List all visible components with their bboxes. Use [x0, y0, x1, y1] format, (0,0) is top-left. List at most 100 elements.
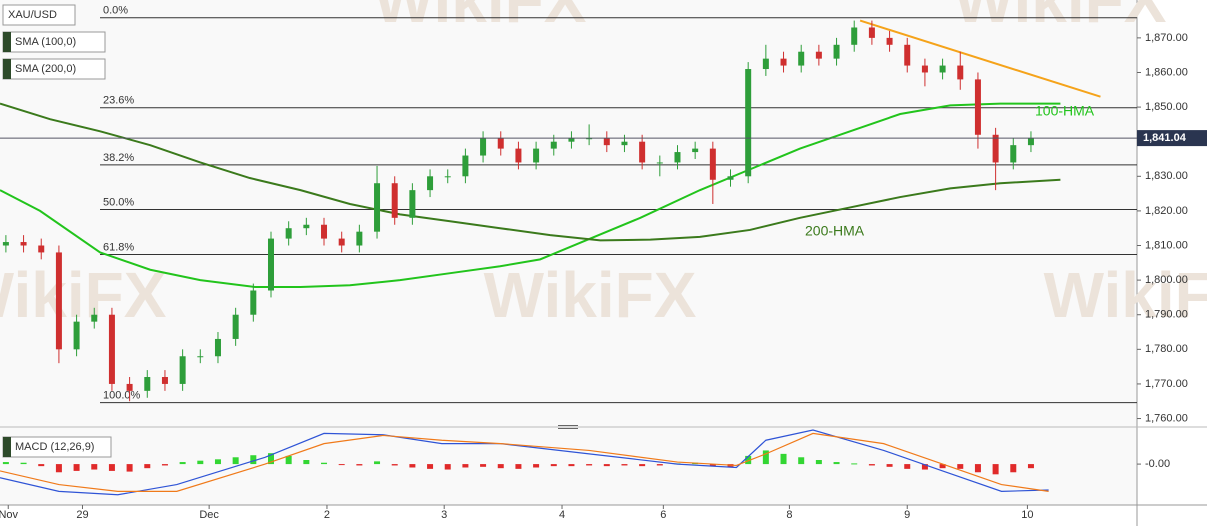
- candle-body: [427, 176, 434, 191]
- candle-body: [957, 65, 964, 80]
- macd-histogram-bar: [621, 464, 628, 466]
- x-tick-label: 3: [441, 509, 447, 521]
- macd-histogram-bar: [250, 455, 257, 465]
- candle-body: [886, 37, 893, 45]
- candle-body: [462, 155, 469, 177]
- macd-histogram-bar: [974, 464, 981, 473]
- y-tick-label: 1,810.00: [1145, 239, 1188, 251]
- candle-body: [250, 290, 257, 315]
- candle-body: [144, 377, 151, 391]
- macd-histogram-bar: [356, 464, 363, 466]
- hma-label: 100-HMA: [1035, 103, 1095, 119]
- candle-body: [126, 383, 133, 391]
- legend-box: [2, 4, 76, 26]
- x-tick-label: 8: [786, 509, 792, 521]
- candle-body: [91, 314, 98, 322]
- macd-histogram-bar: [603, 464, 610, 467]
- legend-swatch: [3, 437, 11, 457]
- candle-body: [179, 356, 186, 384]
- macd-histogram-bar: [179, 462, 186, 465]
- legend-swatch: [3, 59, 11, 79]
- macd-line: [0, 432, 1049, 492]
- macd-histogram-bar: [921, 464, 928, 470]
- macd-histogram-bar: [108, 464, 115, 471]
- y-tick-label: 1,870.00: [1145, 32, 1188, 44]
- candle-body: [674, 152, 681, 163]
- x-tick-label: 9: [904, 509, 910, 521]
- legend-label: XAU/USD: [8, 9, 57, 21]
- candle-body: [692, 148, 699, 153]
- x-tick-label: Dec: [199, 509, 219, 521]
- candle-body: [780, 58, 787, 66]
- macd-histogram-bar: [656, 464, 663, 466]
- macd-histogram-bar: [762, 450, 769, 465]
- candle-body: [108, 314, 115, 384]
- macd-histogram-bar: [321, 462, 328, 465]
- candle-body: [20, 242, 27, 246]
- macd-histogram-bar: [568, 464, 575, 467]
- macd-histogram-bar: [709, 464, 716, 467]
- y-tick-label: 1,820.00: [1145, 205, 1188, 217]
- hma-line: [0, 102, 1061, 242]
- candle-body: [1010, 145, 1017, 163]
- candle-body: [232, 314, 239, 339]
- candle-body: [285, 228, 292, 239]
- candle-body: [603, 138, 610, 146]
- macd-histogram-bar: [55, 464, 62, 473]
- macd-histogram-bar: [444, 464, 451, 470]
- candle-body: [338, 238, 345, 246]
- candle-body: [2, 242, 9, 246]
- macd-histogram-bar: [214, 459, 221, 465]
- macd-histogram-bar: [904, 464, 911, 469]
- candle-body: [356, 231, 363, 246]
- macd-histogram-bar: [391, 464, 398, 466]
- macd-histogram-bar: [780, 453, 787, 465]
- y-tick-label: 1,850.00: [1145, 101, 1188, 113]
- hma-line: [0, 102, 1061, 289]
- macd-histogram-bar: [38, 464, 45, 467]
- macd-histogram-bar: [586, 464, 593, 466]
- macd-histogram-bar: [267, 453, 274, 465]
- last-price-label: 1,841.04: [1143, 132, 1187, 144]
- fib-label: 61.8%: [103, 241, 134, 253]
- macd-histogram-bar: [533, 464, 540, 468]
- macd-histogram-bar: [232, 457, 239, 465]
- candle-body: [321, 224, 328, 239]
- macd-histogram-bar: [144, 464, 151, 469]
- y-tick-label: 1,800.00: [1145, 274, 1188, 286]
- macd-histogram-bar: [939, 464, 946, 469]
- candle-body: [621, 141, 628, 146]
- macd-histogram-bar: [374, 461, 381, 465]
- x-tick-label: Nov: [0, 509, 19, 521]
- candle-body: [409, 190, 416, 218]
- candle-body: [868, 27, 875, 38]
- candle-body: [851, 27, 858, 45]
- candle-body: [904, 44, 911, 66]
- macd-histogram-bar: [462, 464, 469, 468]
- candle-body: [497, 138, 504, 149]
- macd-histogram-bar: [851, 463, 858, 465]
- candle-body: [974, 79, 981, 135]
- macd-histogram-bar: [497, 464, 504, 469]
- candle-body: [197, 356, 204, 358]
- candle-body: [214, 338, 221, 357]
- candle-body: [267, 238, 274, 291]
- candle-body: [480, 138, 487, 156]
- trendline: [859, 19, 1101, 98]
- fib-label: 100.0%: [103, 390, 141, 402]
- macd-histogram-bar: [91, 464, 98, 470]
- macd-histogram-bar: [73, 464, 80, 471]
- candle-body: [656, 162, 663, 164]
- candle-body: [833, 44, 840, 59]
- candle-body: [303, 224, 310, 229]
- candle-body: [939, 65, 946, 73]
- last-price-box: [1137, 130, 1207, 147]
- legend-swatch: [3, 32, 11, 52]
- candle-body: [550, 141, 557, 149]
- macd-histogram-bar: [798, 457, 805, 465]
- macd-histogram-bar: [338, 464, 345, 466]
- y-tick-label: 1,770.00: [1145, 378, 1188, 390]
- watermark: WikiFX: [0, 259, 167, 331]
- hma-label: 200-HMA: [805, 223, 865, 239]
- macd-histogram-bar: [868, 464, 875, 466]
